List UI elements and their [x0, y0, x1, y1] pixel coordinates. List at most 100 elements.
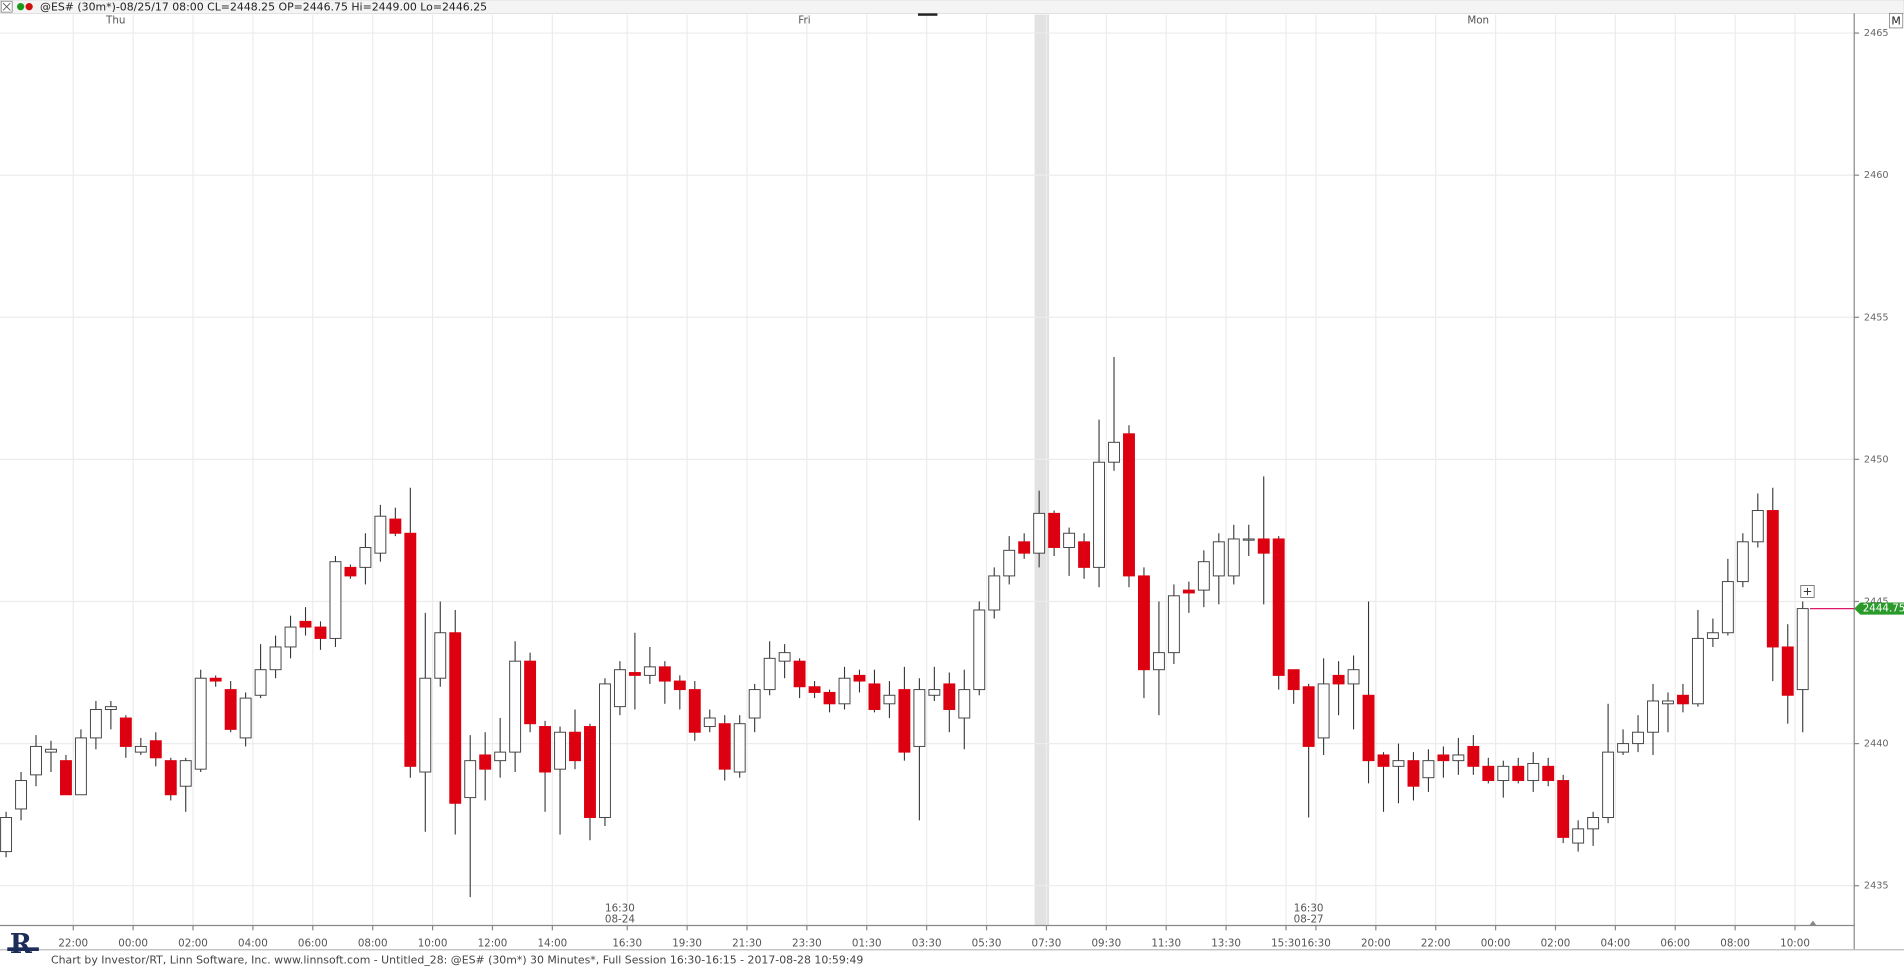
candle-body — [1482, 765, 1495, 782]
logo-letter: R — [10, 929, 33, 960]
x-tick-label: 22:00 — [1421, 938, 1451, 950]
candle-body — [584, 726, 596, 818]
candle-body — [1452, 754, 1465, 762]
candle-body — [1182, 589, 1195, 594]
candle-body — [60, 760, 72, 796]
candle-body — [1781, 646, 1794, 696]
footer-text: Chart by Investor/RT, Linn Software, Inc… — [51, 954, 863, 967]
candle-body — [494, 751, 507, 762]
candle-body — [599, 683, 611, 818]
day-label: Thu — [105, 15, 125, 27]
plus-icon — [1803, 587, 1812, 596]
candle-body — [524, 660, 537, 725]
last-price-label: 2444.75 — [1863, 603, 1904, 615]
x-tick-label: 16:30 — [1301, 938, 1331, 950]
candle-body — [883, 694, 896, 705]
y-tick-label: 2445 — [1864, 596, 1889, 607]
candle-body — [1766, 510, 1779, 648]
candle-body — [1751, 510, 1764, 543]
candle-body — [1362, 694, 1375, 762]
divider-handle[interactable] — [918, 13, 938, 16]
x-tick-label: 15:30 — [1271, 938, 1301, 950]
candle-body — [1587, 817, 1600, 830]
candle-body — [149, 740, 162, 759]
x-tick-label: 11:30 — [1151, 938, 1181, 950]
m-button[interactable] — [1889, 12, 1904, 29]
candle-body — [628, 672, 641, 676]
candle-body — [1197, 561, 1210, 591]
date-label: 08-24 — [605, 913, 635, 925]
candle-body — [254, 669, 267, 696]
candle-body — [539, 726, 552, 773]
candle-body — [1063, 532, 1076, 548]
candle-body — [1721, 581, 1734, 634]
x-tick-label: 00:00 — [1481, 938, 1511, 950]
x-tick-label: 00:00 — [118, 938, 148, 950]
candle-body — [613, 669, 626, 708]
candle-body — [299, 620, 312, 628]
candle-body — [1497, 765, 1510, 782]
candle-body — [778, 652, 791, 662]
candle-body — [404, 532, 417, 767]
y-tick-label: 2435 — [1864, 881, 1889, 892]
y-tick-label: 2455 — [1864, 312, 1889, 323]
candle-body — [808, 686, 821, 693]
candle-body — [239, 697, 252, 739]
candle-body — [104, 706, 117, 710]
candle-body — [868, 683, 881, 710]
candle-body — [943, 683, 956, 710]
candle-body — [1422, 760, 1435, 779]
x-tick-label: 05:30 — [972, 938, 1002, 950]
x-tick-label: 10:00 — [418, 938, 448, 950]
status-dot-red — [25, 3, 33, 11]
m-button-label: M — [1891, 14, 1900, 27]
candle-body — [554, 731, 566, 770]
candle-body — [1272, 538, 1285, 676]
candle-body — [1407, 760, 1420, 787]
x-tick-label: 01:30 — [852, 938, 882, 950]
candle-body — [209, 677, 222, 682]
candle-body — [958, 689, 971, 719]
candle-body — [1512, 765, 1525, 782]
grid — [0, 14, 1855, 926]
candle-body — [45, 748, 57, 753]
candle-body — [658, 666, 671, 682]
candle-body — [898, 689, 911, 753]
y-tick-label: 2440 — [1864, 739, 1889, 750]
candle-body — [1617, 743, 1630, 753]
candles — [0, 357, 1809, 898]
y-tick-label: 2450 — [1864, 454, 1889, 465]
candle-body — [1647, 700, 1659, 733]
candle-body — [1467, 745, 1480, 767]
x-tick-label: 08:00 — [1720, 938, 1750, 950]
candle-body — [1542, 765, 1555, 782]
date-time-label: 16:30 — [605, 902, 635, 914]
candle-body — [194, 677, 207, 770]
logo-bar — [7, 947, 39, 951]
candle-body — [134, 745, 147, 753]
x-tick-label: 04:00 — [238, 938, 268, 950]
logo: R — [7, 929, 39, 960]
candle-body — [823, 691, 836, 705]
x-tick-label: 04:00 — [1601, 938, 1631, 950]
x-tick-label: 08:00 — [358, 938, 388, 950]
candle-body — [1003, 549, 1016, 577]
candle-body — [30, 745, 42, 776]
candle-body — [1796, 608, 1809, 691]
candle-body — [179, 760, 192, 787]
candle-body — [748, 689, 761, 719]
status-dot-green — [17, 3, 25, 11]
x-tick-label: 02:00 — [1541, 938, 1571, 950]
candle-body — [569, 731, 581, 762]
candle-body — [763, 657, 776, 691]
candle-body — [1048, 512, 1061, 548]
x-tick-label: 23:30 — [792, 938, 822, 950]
candle-body — [853, 674, 866, 682]
candle-body — [1227, 538, 1240, 577]
candle-body — [1691, 637, 1704, 705]
candle-body — [1662, 700, 1674, 705]
x-tick-label: 09:30 — [1091, 938, 1121, 950]
candle-body — [0, 817, 13, 853]
